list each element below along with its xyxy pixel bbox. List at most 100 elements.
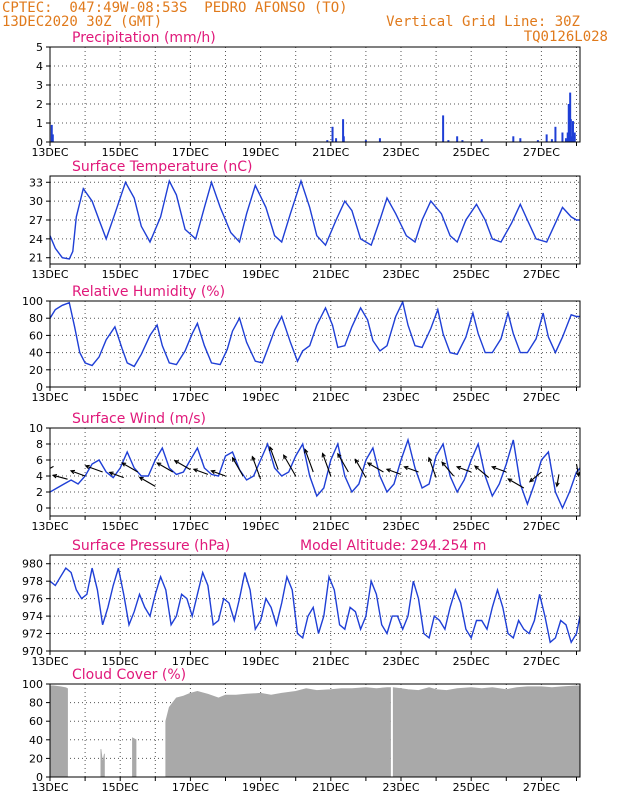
series-line	[50, 178, 580, 260]
x-tick-label: 13DEC	[31, 520, 68, 533]
wind-arrow-head	[337, 452, 342, 458]
wind-arrow-head	[555, 482, 560, 488]
wind-arrow	[491, 465, 507, 473]
precip-bar	[561, 132, 564, 142]
wind-arrow-shaft	[322, 453, 332, 477]
wind-arrow-head	[385, 468, 391, 473]
wind-arrow-shaft	[529, 471, 542, 483]
series-line	[50, 437, 580, 510]
x-tick-label: 19DEC	[242, 146, 279, 159]
y-tick-label: 100	[22, 678, 43, 691]
panel-frame	[49, 300, 581, 388]
wind-arrow	[192, 468, 209, 475]
wind-arrow-shaft	[575, 463, 580, 476]
y-tick-label: 0	[36, 136, 43, 149]
wind-arrow-shaft	[456, 466, 472, 473]
wind-arrow	[156, 462, 174, 473]
panel-4: Surface Wind (m/s) 0 2 4 6 8 10 13DEC 15DEC 17DEC…	[29, 411, 581, 533]
x-tick-label: 27DEC	[523, 781, 560, 794]
precip-bar	[536, 140, 539, 142]
x-tick-label: 25DEC	[453, 268, 490, 281]
y-tick-label: 33	[29, 176, 43, 189]
grid	[50, 428, 580, 516]
wind-arrow-head	[575, 471, 580, 478]
y-tick-label: 0	[36, 771, 43, 784]
cloud-area	[132, 737, 137, 777]
x-tick-label: 19DEC	[242, 268, 279, 281]
x-tick-label: 15DEC	[102, 520, 139, 533]
wind-arrow-head	[51, 474, 58, 479]
y-tick-label: 27	[29, 214, 43, 227]
precip-bar	[571, 121, 574, 142]
y-tick-label: 8	[36, 438, 43, 451]
precip-bar	[331, 126, 334, 142]
wind-arrow	[84, 464, 103, 473]
wind-arrow-shaft	[367, 462, 384, 473]
y-tick-label: 80	[29, 312, 43, 325]
wind-arrow	[251, 455, 262, 480]
cloud-area	[100, 749, 105, 777]
header-datetime: 13DEC2020 30Z (GMT)	[2, 14, 163, 30]
precip-bar	[569, 119, 572, 142]
wind-arrow-shaft	[304, 449, 314, 473]
x-tick-label: 17DEC	[172, 520, 209, 533]
wind-arrow	[354, 458, 367, 478]
y-tick-label: 976	[22, 593, 43, 606]
wind-arrow-head	[304, 448, 309, 454]
wind-arrow	[473, 465, 490, 479]
wind-arrow-head	[138, 476, 144, 482]
x-tick-label: 23DEC	[382, 391, 419, 404]
grid	[50, 555, 580, 651]
panel-title: Surface Pressure (hPa)	[72, 538, 230, 554]
x-tick-label: 21DEC	[312, 655, 349, 668]
precip-bar	[342, 136, 345, 142]
wind-arrow-head	[528, 477, 534, 483]
y-tick-label: 80	[29, 697, 43, 710]
wind-arrow-head	[231, 456, 237, 462]
precip-bar	[567, 104, 570, 142]
wind-arrow-shaft	[269, 446, 279, 470]
wind-arrow	[366, 462, 384, 473]
precip-bar	[566, 132, 569, 142]
y-tick-label: 2	[36, 486, 43, 499]
series-line	[50, 567, 580, 645]
precip-bar	[335, 138, 338, 142]
panel-title: Surface Temperature (nC)	[72, 159, 253, 175]
panel-title: Relative Humidity (%)	[72, 284, 225, 300]
series	[50, 685, 580, 777]
panel-title: Surface Wind (m/s)	[72, 411, 206, 427]
wind-arrow-shaft	[283, 454, 297, 477]
precip-bar	[519, 138, 522, 142]
cloud-area	[165, 687, 391, 777]
wind-arrow	[231, 456, 244, 477]
wind-arrow-shaft	[404, 466, 419, 473]
x-tick-label: 27DEC	[523, 655, 560, 668]
y-tick-label: 980	[22, 558, 43, 571]
precip-bar	[326, 140, 329, 142]
x-tick-label: 13DEC	[31, 146, 68, 159]
wind-arrow-head	[321, 452, 326, 458]
precip-bar	[570, 136, 573, 142]
wind-arrow-head	[354, 458, 360, 464]
wind-arrow-shaft	[156, 462, 174, 473]
wind-arrow-head	[507, 478, 513, 483]
series-line	[50, 301, 580, 368]
panel-frame	[49, 46, 581, 143]
panel-1: Precipitation (mm/h) 0 1 2 3 4 5 13DEC 15DEC 17DE…	[31, 30, 581, 159]
grid	[50, 176, 580, 264]
cloud-area	[392, 685, 580, 777]
wind-arrow	[268, 445, 279, 470]
y-tick-label: 2	[36, 98, 43, 111]
wind-arrow	[121, 462, 139, 473]
wind-arrow-shaft	[211, 470, 226, 477]
x-tick-label: 17DEC	[172, 781, 209, 794]
x-tick-label: 15DEC	[102, 781, 139, 794]
precip-bar	[461, 140, 464, 142]
x-tick-label: 15DEC	[102, 391, 139, 404]
y-tick-label: 978	[22, 575, 43, 588]
x-tick-label: 27DEC	[523, 391, 560, 404]
cloud-area	[50, 685, 68, 777]
precip-bar	[364, 140, 367, 142]
wind-arrow	[385, 468, 402, 475]
panel-3: Relative Humidity (%) 0 20 40 60 80 100 13DEC 15…	[22, 284, 581, 404]
